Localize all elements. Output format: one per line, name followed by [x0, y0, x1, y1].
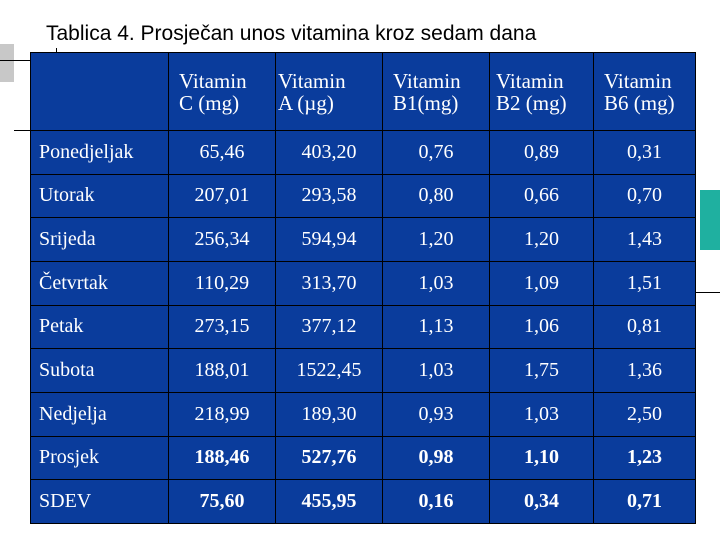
table-header-row: Vitamin C (mg) Vitamin A (µg) Vitamin B1…	[30, 52, 696, 131]
cell-vitamin-c: 188,46	[168, 435, 276, 481]
cell-vitamin-b2: 1,10	[489, 435, 594, 481]
row-label: Nedjelja	[30, 391, 169, 437]
cell-vitamin-a: 527,76	[275, 435, 383, 481]
slide-title: Tablica 4. Prosječan unos vitamina kroz …	[46, 22, 537, 45]
row-label: Utorak	[30, 173, 169, 219]
cell-vitamin-b6: 0,81	[593, 304, 696, 350]
table-row-utorak: Utorak 207,01 293,58 0,80 0,66 0,70	[30, 173, 696, 219]
header-line2: B6 (mg)	[604, 90, 675, 115]
cell-vitamin-c: 273,15	[168, 304, 276, 350]
header-line1: Vitamin	[496, 68, 564, 93]
table-row-nedjelja: Nedjelja 218,99 189,30 0,93 1,03 2,50	[30, 391, 696, 437]
vitamin-table-container: Vitamin C (mg) Vitamin A (µg) Vitamin B1…	[30, 52, 696, 524]
cell-vitamin-b2: 1,03	[489, 391, 594, 437]
cell-vitamin-b6: 1,51	[593, 260, 696, 306]
header-line1: Vitamin	[179, 68, 247, 93]
row-label: Petak	[30, 304, 169, 350]
cell-vitamin-b2: 0,66	[489, 173, 594, 219]
cell-vitamin-b1: 1,13	[382, 304, 490, 350]
cell-vitamin-c: 110,29	[168, 260, 276, 306]
cell-vitamin-b6: 2,50	[593, 391, 696, 437]
cell-vitamin-b6: 1,23	[593, 435, 696, 481]
cell-vitamin-b6: 0,71	[593, 479, 696, 524]
cell-vitamin-a: 189,30	[275, 391, 383, 437]
table-row-petak: Petak 273,15 377,12 1,13 1,06 0,81	[30, 304, 696, 350]
decor-square	[700, 190, 720, 250]
cell-vitamin-c: 207,01	[168, 173, 276, 219]
header-line2: A (µg)	[278, 90, 334, 115]
cell-vitamin-b1: 0,16	[382, 479, 490, 524]
cell-vitamin-b1: 0,93	[382, 391, 490, 437]
cell-vitamin-b2: 0,34	[489, 479, 594, 524]
cell-vitamin-b6: 0,70	[593, 173, 696, 219]
table-row-cetvrtak: Četvrtak 110,29 313,70 1,03 1,09 1,51	[30, 260, 696, 306]
row-label: Srijeda	[30, 217, 169, 262]
row-label: Četvrtak	[30, 260, 169, 306]
row-label: Subota	[30, 348, 169, 393]
row-label: Ponedjeljak	[30, 130, 169, 175]
cell-vitamin-a: 293,58	[275, 173, 383, 219]
cell-vitamin-b2: 1,09	[489, 260, 594, 306]
header-corner-cell	[30, 52, 169, 131]
table-row-ponedjeljak: Ponedjeljak 65,46 403,20 0,76 0,89 0,31	[30, 130, 696, 175]
cell-vitamin-a: 455,95	[275, 479, 383, 524]
header-vitamin-b6: Vitamin B6 (mg)	[593, 52, 696, 131]
header-vitamin-b1: Vitamin B1(mg)	[382, 52, 490, 131]
header-vitamin-b2: Vitamin B2 (mg)	[489, 52, 594, 131]
cell-vitamin-b2: 1,75	[489, 348, 594, 393]
row-label: SDEV	[30, 479, 169, 524]
header-line1: Vitamin	[393, 68, 461, 93]
table-row-sdev: SDEV 75,60 455,95 0,16 0,34 0,71	[30, 479, 696, 524]
cell-vitamin-a: 377,12	[275, 304, 383, 350]
vitamin-intake-table: Vitamin C (mg) Vitamin A (µg) Vitamin B1…	[30, 52, 696, 524]
cell-vitamin-b6: 0,31	[593, 130, 696, 175]
row-label: Prosjek	[30, 435, 169, 481]
cell-vitamin-b2: 0,89	[489, 130, 594, 175]
cell-vitamin-b2: 1,20	[489, 217, 594, 262]
cell-vitamin-a: 594,94	[275, 217, 383, 262]
cell-vitamin-c: 75,60	[168, 479, 276, 524]
header-vitamin-c: Vitamin C (mg)	[168, 52, 276, 131]
header-line1: Vitamin	[278, 68, 346, 93]
cell-vitamin-b1: 1,03	[382, 348, 490, 393]
header-line2: B1(mg)	[393, 90, 459, 115]
decor-square	[0, 44, 14, 82]
cell-vitamin-b6: 1,36	[593, 348, 696, 393]
header-vitamin-a: Vitamin A (µg)	[275, 52, 383, 131]
cell-vitamin-b1: 0,98	[382, 435, 490, 481]
header-line1: Vitamin	[604, 68, 672, 93]
cell-vitamin-c: 256,34	[168, 217, 276, 262]
cell-vitamin-b1: 0,80	[382, 173, 490, 219]
cell-vitamin-c: 65,46	[168, 130, 276, 175]
cell-vitamin-a: 313,70	[275, 260, 383, 306]
table-row-prosjek: Prosjek 188,46 527,76 0,98 1,10 1,23	[30, 435, 696, 481]
cell-vitamin-a: 1522,45	[275, 348, 383, 393]
header-line2: B2 (mg)	[496, 90, 567, 115]
cell-vitamin-c: 218,99	[168, 391, 276, 437]
cell-vitamin-b2: 1,06	[489, 304, 594, 350]
cell-vitamin-b1: 1,03	[382, 260, 490, 306]
table-row-srijeda: Srijeda 256,34 594,94 1,20 1,20 1,43	[30, 217, 696, 262]
decor-line	[684, 292, 720, 293]
cell-vitamin-b6: 1,43	[593, 217, 696, 262]
table-row-subota: Subota 188,01 1522,45 1,03 1,75 1,36	[30, 348, 696, 393]
cell-vitamin-b1: 0,76	[382, 130, 490, 175]
cell-vitamin-b1: 1,20	[382, 217, 490, 262]
cell-vitamin-a: 403,20	[275, 130, 383, 175]
header-line2: C (mg)	[179, 90, 240, 115]
cell-vitamin-c: 188,01	[168, 348, 276, 393]
